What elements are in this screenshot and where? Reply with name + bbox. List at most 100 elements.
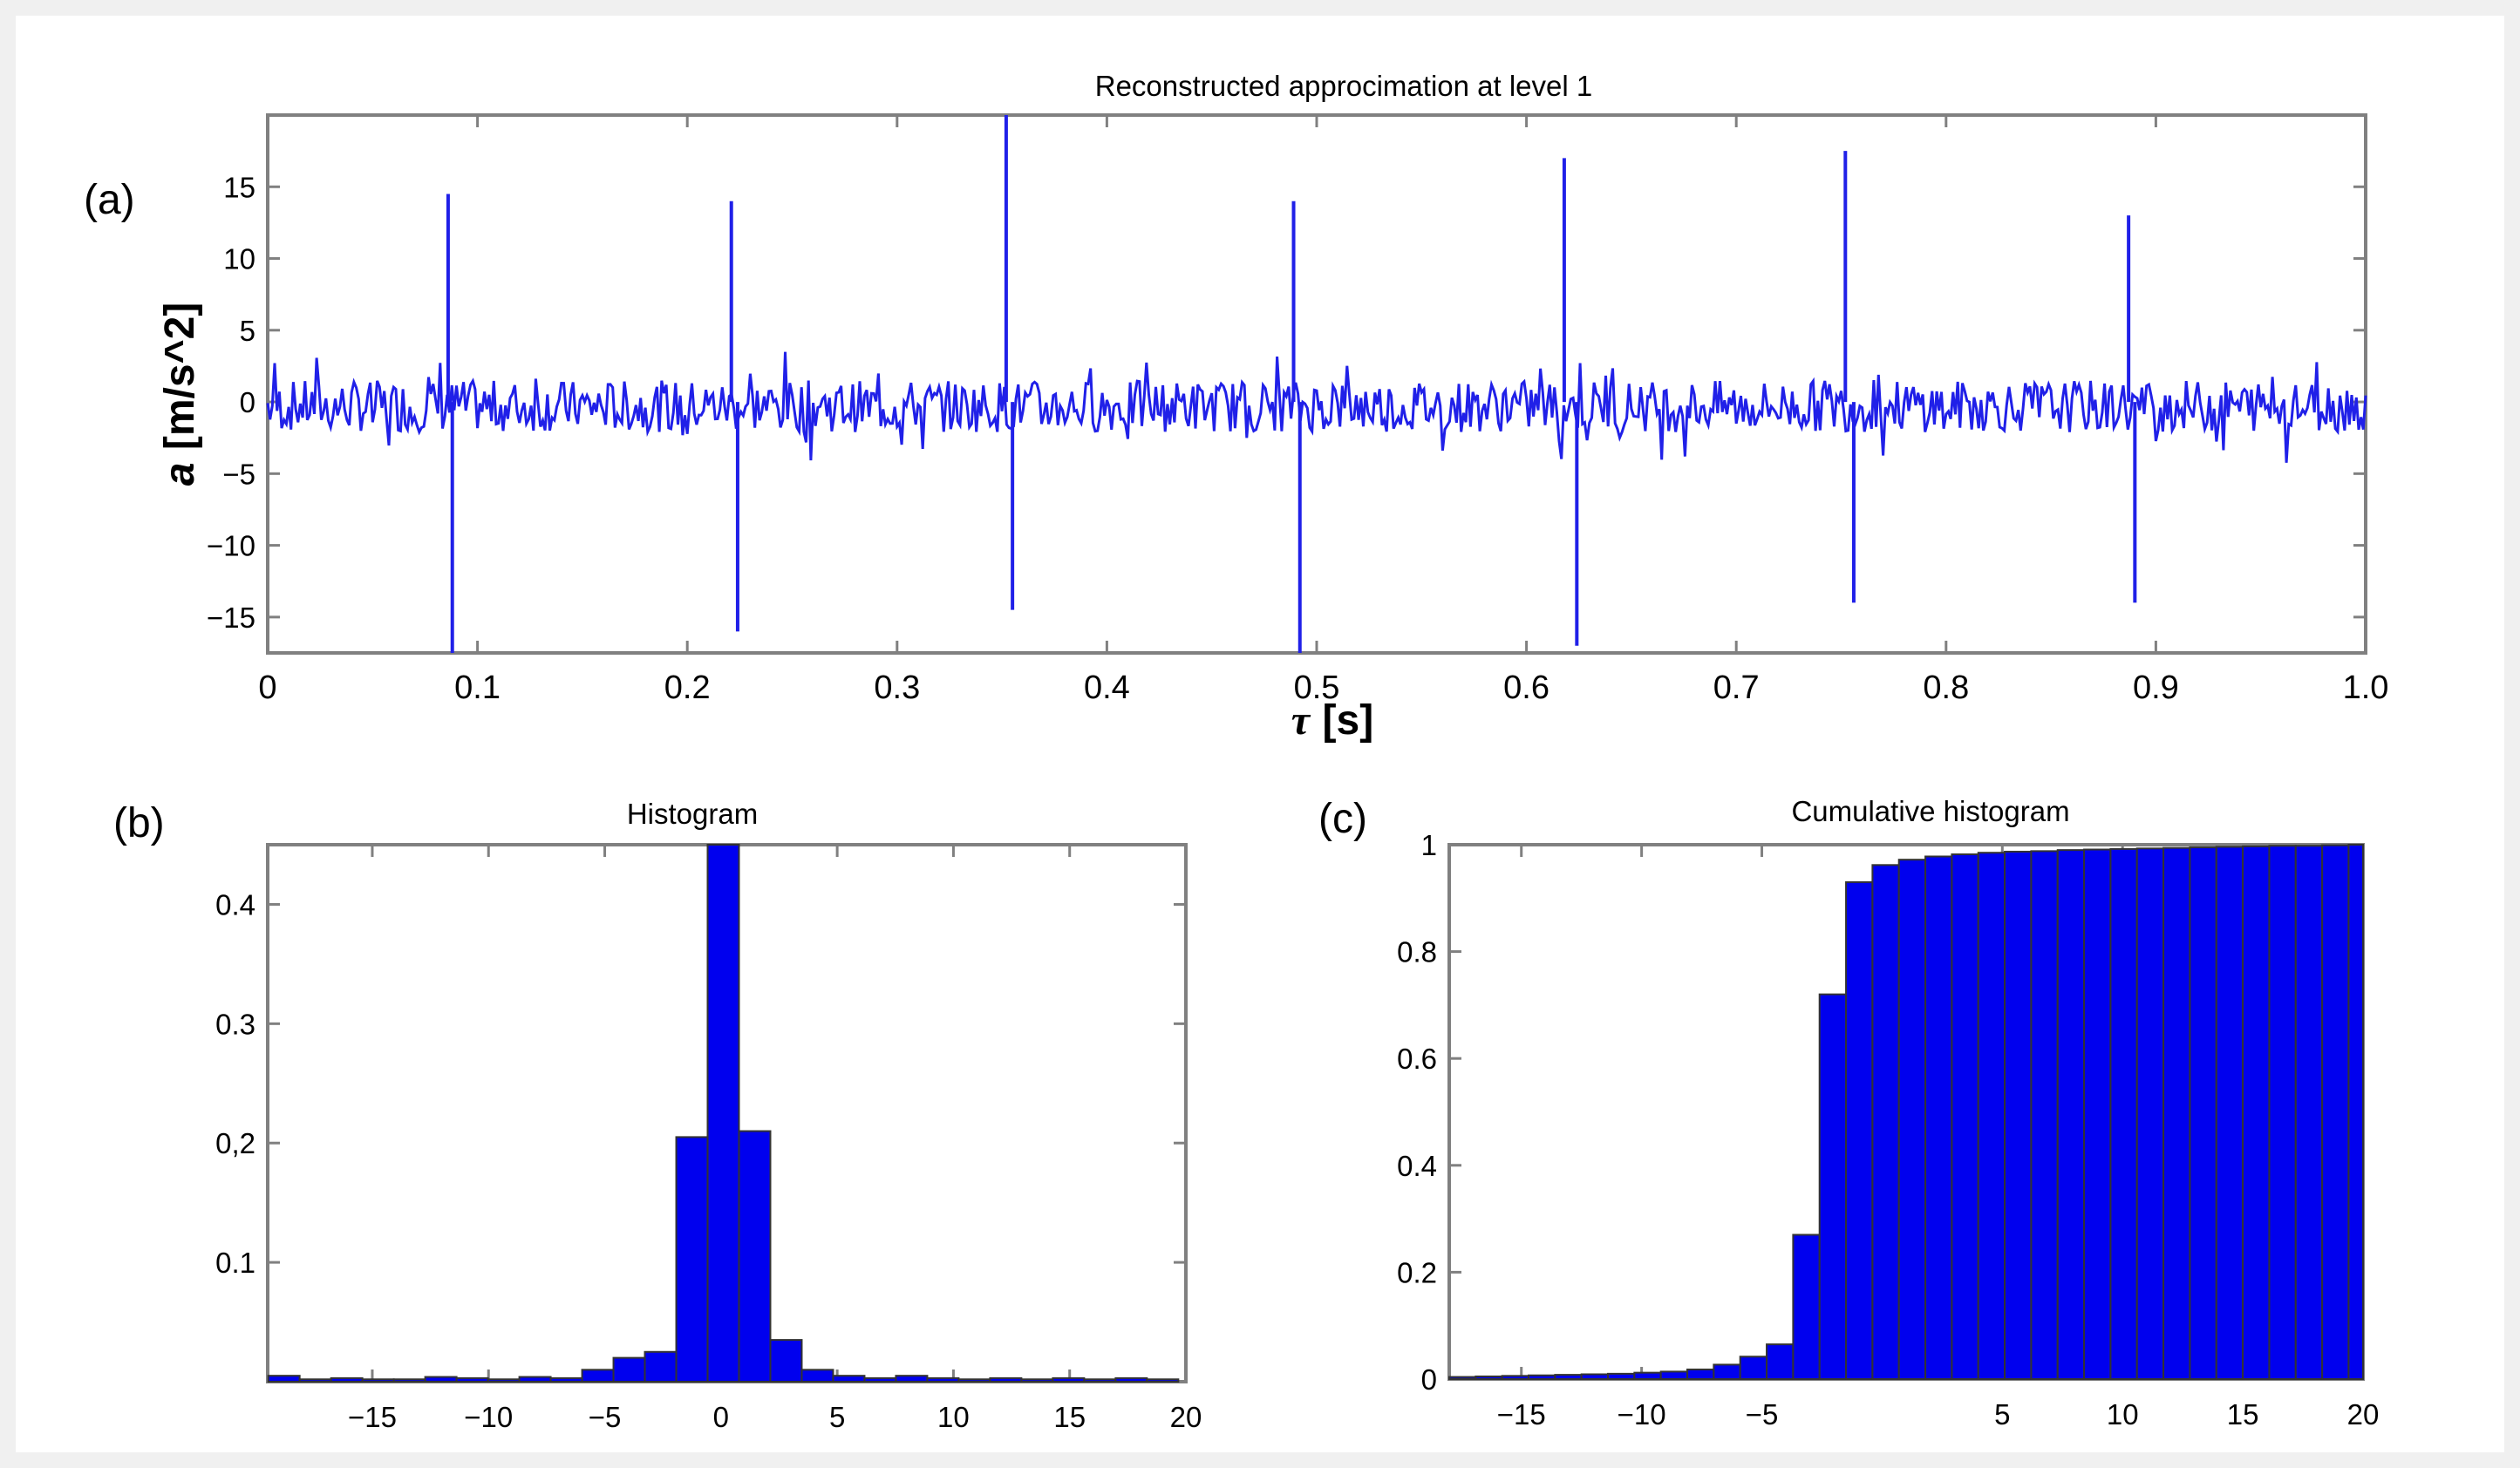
chart-c-bar bbox=[2347, 844, 2365, 1380]
chart-a-plot-area bbox=[266, 113, 2367, 655]
chart-c-bar bbox=[1845, 880, 1874, 1380]
chart-c-bar bbox=[1554, 1374, 1583, 1380]
chart-a-y-tick-label: 0 bbox=[240, 386, 255, 418]
chart-c-bar bbox=[1897, 859, 1927, 1380]
chart-c-x-tick-label: 5 bbox=[1994, 1398, 2010, 1431]
chart-c-bar bbox=[2162, 846, 2191, 1380]
chart-b-x-tick-label: 0 bbox=[713, 1401, 729, 1433]
chart-b-x-tick-label: −10 bbox=[464, 1401, 513, 1433]
chart-a-x-tick-label: 0.5 bbox=[1294, 669, 1340, 706]
chart-a-y-axis-label: a [m/s^2] bbox=[157, 302, 203, 486]
chart-b-bars bbox=[267, 844, 1180, 1383]
chart-c-y-tick-label: 1 bbox=[1421, 829, 1437, 861]
chart-b-bar bbox=[800, 1369, 834, 1383]
chart-b-x-tick-label: 20 bbox=[1170, 1401, 1202, 1433]
chart-b-bar bbox=[424, 1376, 458, 1383]
chart-a-x-tick-label: 0.9 bbox=[2133, 669, 2179, 706]
chart-b-bar bbox=[926, 1376, 960, 1383]
chart-b-bar bbox=[1052, 1376, 1086, 1383]
chart-c-bar bbox=[1713, 1363, 1741, 1380]
chart-a-y-tick-label: −15 bbox=[207, 601, 255, 634]
chart-c-title: Cumulative histogram bbox=[1791, 795, 2069, 827]
chart-a-x-axis-label: τ [s] bbox=[1291, 697, 1373, 744]
chart-c-x-tick-label: −5 bbox=[1746, 1398, 1779, 1431]
chart-c-x-tick-label: 10 bbox=[2107, 1398, 2139, 1431]
chart-b-bar bbox=[361, 1378, 395, 1383]
chart-b-bar bbox=[518, 1376, 552, 1383]
chart-b-y-axis: 0.1 0,2 0.3 0.4 bbox=[215, 888, 1186, 1279]
chart-a-y-tick-label: 10 bbox=[223, 243, 255, 275]
chart-c-bar bbox=[1528, 1374, 1556, 1380]
chart-b-bar bbox=[675, 1136, 709, 1383]
chart-b-x-tick-label: −15 bbox=[348, 1401, 397, 1433]
chart-b-bar bbox=[267, 1375, 301, 1383]
chart-a-y-tick-label: −10 bbox=[207, 530, 255, 562]
chart-b-bar bbox=[581, 1369, 615, 1383]
chart-b-bar bbox=[769, 1339, 803, 1383]
chart-c-bar bbox=[1475, 1375, 1503, 1381]
x-axis-symbol: τ bbox=[1291, 697, 1311, 744]
panel-label-b: (b) bbox=[113, 800, 165, 846]
chart-c-x-tick-label: −10 bbox=[1618, 1398, 1666, 1431]
chart-c-bar bbox=[1686, 1368, 1715, 1380]
chart-c-x-tick-label: 20 bbox=[2347, 1398, 2380, 1431]
chart-c-x-tick-label: −15 bbox=[1497, 1398, 1546, 1431]
chart-c-bar bbox=[2294, 845, 2324, 1380]
chart-b: (b) Histogram 0.1 0,2 0.3 0.4 −15 −10 −5 0 5 10 1… bbox=[113, 798, 1202, 1433]
chart-a-x-tick-label: 0.8 bbox=[1923, 669, 1969, 706]
chart-a-x-axis: 0 0.1 0.2 0.3 0.4 0.5 0.6 0.7 0.8 0.9 1.0 bbox=[258, 115, 2388, 706]
chart-a-x-tick-label: 0.2 bbox=[664, 669, 711, 706]
chart-b-bar bbox=[957, 1378, 991, 1383]
chart-a-title: Reconstructed approcimation at level 1 bbox=[1095, 70, 1592, 102]
chart-c-bar bbox=[1448, 1376, 1477, 1380]
chart-c-bars bbox=[1448, 844, 2365, 1381]
chart-c-bar bbox=[1633, 1371, 1662, 1381]
chart-b-bar bbox=[455, 1376, 489, 1383]
chart-b-bar bbox=[330, 1376, 364, 1383]
chart-c-y-tick-label: 0.8 bbox=[1397, 936, 1437, 968]
chart-c-bar bbox=[2189, 846, 2217, 1380]
chart-c: (c) Cumulative histogram 00.20.40.60.81 … bbox=[1318, 795, 2379, 1431]
y-axis-symbol: a bbox=[157, 463, 203, 486]
panel-label-a: (a) bbox=[84, 177, 135, 223]
chart-a-x-tick-label: 1.0 bbox=[2343, 669, 2389, 706]
chart-b-x-tick-label: −5 bbox=[589, 1401, 622, 1433]
chart-a-x-tick-label: 0 bbox=[258, 669, 276, 706]
chart-b-bar bbox=[738, 1130, 772, 1383]
chart-b-y-tick-label: 0.1 bbox=[215, 1247, 255, 1279]
chart-c-bar bbox=[1607, 1372, 1636, 1380]
y-axis-unit: [m/s^2] bbox=[157, 302, 203, 450]
chart-c-bar bbox=[2321, 844, 2350, 1380]
chart-b-bar bbox=[612, 1356, 646, 1383]
chart-b-bar bbox=[549, 1376, 583, 1383]
chart-a-y-tick-label: 15 bbox=[223, 171, 255, 203]
chart-c-bar bbox=[1739, 1356, 1768, 1381]
chart-b-bar bbox=[487, 1378, 521, 1383]
chart-c-bar bbox=[2242, 845, 2271, 1380]
chart-c-bar bbox=[1977, 852, 2006, 1380]
chart-c-bar bbox=[1792, 1234, 1821, 1380]
chart-c-y-tick-label: 0 bbox=[1421, 1363, 1437, 1396]
chart-b-bar bbox=[832, 1375, 866, 1383]
chart-c-bar bbox=[1580, 1373, 1610, 1381]
x-axis-unit: [s] bbox=[1323, 697, 1374, 744]
chart-b-bar bbox=[1083, 1378, 1117, 1383]
chart-c-bar bbox=[2004, 850, 2033, 1380]
chart-c-bar bbox=[2083, 848, 2112, 1380]
chart-b-bar bbox=[644, 1350, 678, 1383]
chart-b-bar bbox=[863, 1376, 897, 1383]
chart-b-bar bbox=[298, 1378, 332, 1383]
chart-c-bar bbox=[2135, 847, 2165, 1380]
chart-c-y-tick-label: 0.4 bbox=[1397, 1150, 1437, 1182]
chart-c-bar bbox=[2056, 849, 2086, 1380]
chart-c-bar bbox=[2268, 845, 2297, 1380]
panel-label-c: (c) bbox=[1318, 796, 1367, 842]
chart-c-bar bbox=[2109, 847, 2138, 1380]
chart-c-y-tick-label: 0.2 bbox=[1397, 1256, 1437, 1288]
chart-b-bar bbox=[706, 844, 740, 1383]
chart-b-bar bbox=[1020, 1378, 1054, 1383]
chart-b-x-axis: −15 −10 −5 0 5 10 15 20 bbox=[348, 845, 1202, 1433]
chart-c-x-tick-label: 15 bbox=[2227, 1398, 2259, 1431]
chart-a-noise-line bbox=[266, 351, 2367, 463]
